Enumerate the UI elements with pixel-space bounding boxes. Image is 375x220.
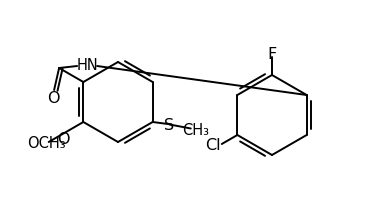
Text: Cl: Cl <box>205 138 221 153</box>
Text: HN: HN <box>76 57 98 73</box>
Text: OCH₃: OCH₃ <box>27 136 65 151</box>
Text: S: S <box>164 118 174 133</box>
Text: O: O <box>57 132 70 147</box>
Text: O: O <box>47 90 59 106</box>
Text: CH₃: CH₃ <box>182 123 209 138</box>
Text: F: F <box>267 46 277 62</box>
